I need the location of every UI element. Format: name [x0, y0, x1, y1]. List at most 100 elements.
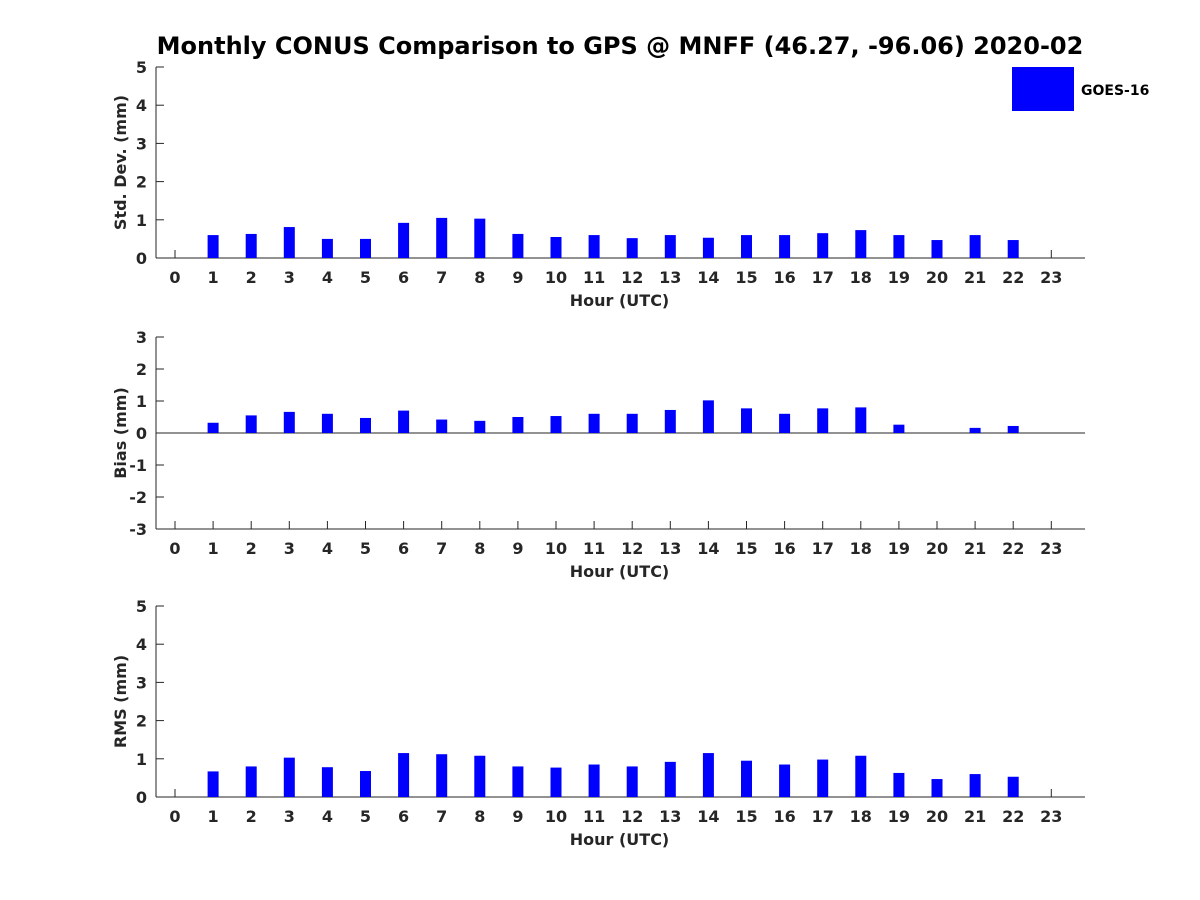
bar-hour-14: [702, 753, 714, 797]
bar-hour-5: [360, 417, 371, 433]
bar-hour-3: [283, 227, 295, 258]
bar-hour-11: [588, 235, 600, 258]
x-tick-label: 21: [964, 539, 986, 558]
y-tick-label: 2: [136, 712, 147, 731]
x-tick-label: 13: [659, 807, 681, 826]
x-tick-label: 17: [812, 268, 834, 287]
bar-hour-1: [207, 422, 219, 433]
bar-hour-20: [931, 779, 943, 797]
x-tick-label: 9: [512, 268, 523, 287]
x-tick-label: 4: [322, 807, 333, 826]
x-tick-label: 11: [583, 807, 605, 826]
bar-hour-2: [245, 233, 257, 258]
x-tick-label: 20: [926, 539, 948, 558]
bar-hour-4: [321, 767, 333, 797]
chart-title: Monthly CONUS Comparison to GPS @ MNFF (…: [157, 32, 1084, 60]
bar-hour-13: [664, 761, 676, 797]
x-tick-label: 12: [621, 268, 643, 287]
x-tick-label: 11: [583, 539, 605, 558]
x-tick-label: 16: [773, 268, 795, 287]
x-tick-label: 2: [246, 539, 257, 558]
bar-hour-9: [512, 233, 524, 258]
x-tick-label: 14: [697, 539, 719, 558]
y-tick-label: 1: [136, 750, 147, 769]
bar-hour-1: [207, 771, 219, 797]
bar-hour-14: [702, 237, 714, 258]
x-tick-label: 4: [322, 268, 333, 287]
bar-hour-16: [779, 764, 791, 797]
bar-hour-7: [436, 419, 448, 433]
x-tick-label: 18: [850, 539, 872, 558]
y-tick-label: 3: [136, 673, 147, 692]
x-tick-label: 22: [1002, 807, 1024, 826]
x-tick-label: 20: [926, 807, 948, 826]
x-axis-label: Hour (UTC): [570, 830, 670, 849]
bar-hour-15: [741, 235, 752, 258]
bar-hour-4: [321, 238, 333, 258]
bar-hour-22: [1007, 240, 1019, 258]
bar-hour-7: [436, 754, 448, 797]
bar-hour-18: [855, 230, 867, 258]
bar-hour-22: [1007, 425, 1019, 433]
bar-hour-13: [664, 409, 676, 433]
x-tick-label: 23: [1040, 268, 1062, 287]
bar-hour-2: [245, 415, 257, 433]
x-tick-label: 0: [169, 807, 180, 826]
bar-hour-22: [1007, 776, 1019, 797]
x-tick-label: 1: [208, 539, 219, 558]
x-tick-label: 10: [545, 807, 567, 826]
x-tick-label: 23: [1040, 539, 1062, 558]
x-tick-label: 5: [360, 807, 371, 826]
x-tick-label: 21: [964, 807, 986, 826]
bar-hour-9: [512, 417, 524, 433]
bar-hour-7: [436, 217, 448, 258]
x-tick-label: 13: [659, 539, 681, 558]
x-tick-label: 18: [850, 807, 872, 826]
y-tick-label: 0: [136, 249, 147, 268]
y-tick-label: 1: [136, 392, 147, 411]
bar-hour-10: [550, 767, 562, 797]
bar-hour-5: [360, 238, 371, 258]
bar-hour-19: [893, 772, 905, 797]
x-tick-label: 15: [735, 807, 757, 826]
bar-hour-14: [702, 400, 714, 433]
x-tick-label: 19: [888, 268, 910, 287]
y-tick-label: 4: [136, 96, 147, 115]
x-tick-label: 2: [246, 807, 257, 826]
x-tick-label: 19: [888, 539, 910, 558]
bar-hour-2: [245, 766, 257, 797]
y-tick-label: -1: [129, 456, 147, 475]
bar-hour-17: [817, 233, 829, 258]
x-tick-label: 0: [169, 268, 180, 287]
bar-hour-15: [741, 408, 752, 433]
x-tick-label: 3: [284, 807, 295, 826]
x-tick-label: 7: [436, 268, 447, 287]
x-tick-label: 12: [621, 539, 643, 558]
bar-hour-3: [283, 411, 295, 433]
y-tick-label: 2: [136, 360, 147, 379]
x-tick-label: 15: [735, 268, 757, 287]
x-tick-label: 12: [621, 807, 643, 826]
bar-hour-20: [931, 240, 943, 258]
x-tick-label: 10: [545, 539, 567, 558]
bar-hour-19: [893, 424, 905, 433]
x-tick-label: 6: [398, 268, 409, 287]
y-tick-label: 3: [136, 328, 147, 347]
bar-hour-16: [779, 235, 791, 258]
bar-hour-8: [474, 755, 486, 797]
legend: GOES-16: [1012, 67, 1149, 111]
bar-hour-21: [969, 235, 981, 258]
x-tick-label: 22: [1002, 268, 1024, 287]
x-tick-label: 7: [436, 539, 447, 558]
y-tick-label: -2: [129, 488, 147, 507]
bar-hour-4: [321, 413, 333, 433]
x-tick-label: 20: [926, 268, 948, 287]
bar-hour-6: [398, 222, 410, 258]
y-tick-label: 5: [136, 597, 147, 616]
bar-hour-10: [550, 236, 562, 258]
x-tick-label: 4: [322, 539, 333, 558]
bar-hour-1: [207, 235, 219, 258]
y-tick-label: 1: [136, 211, 147, 230]
bar-hour-6: [398, 753, 410, 797]
